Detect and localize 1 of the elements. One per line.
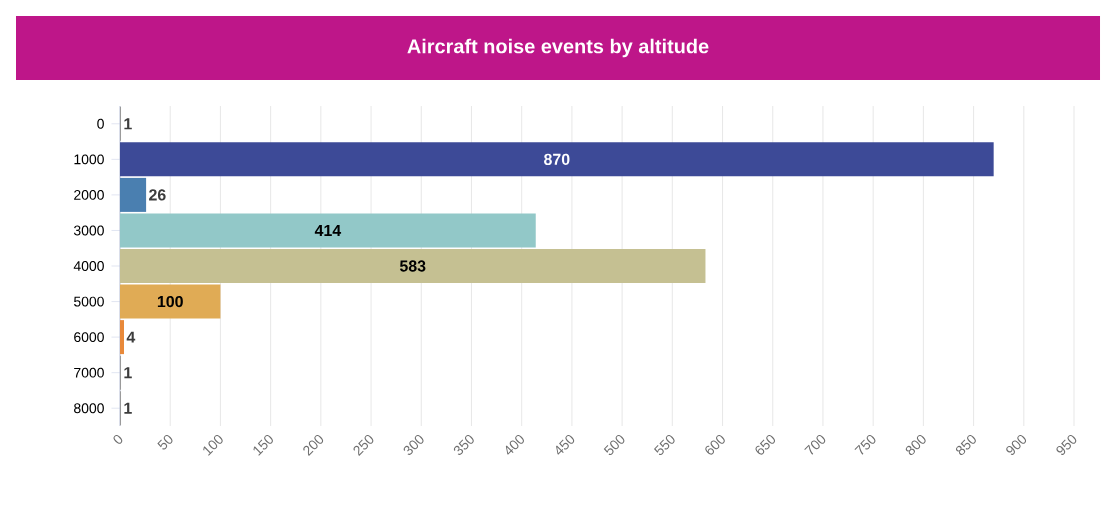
chart-title: Aircraft noise events by altitude <box>407 38 709 58</box>
